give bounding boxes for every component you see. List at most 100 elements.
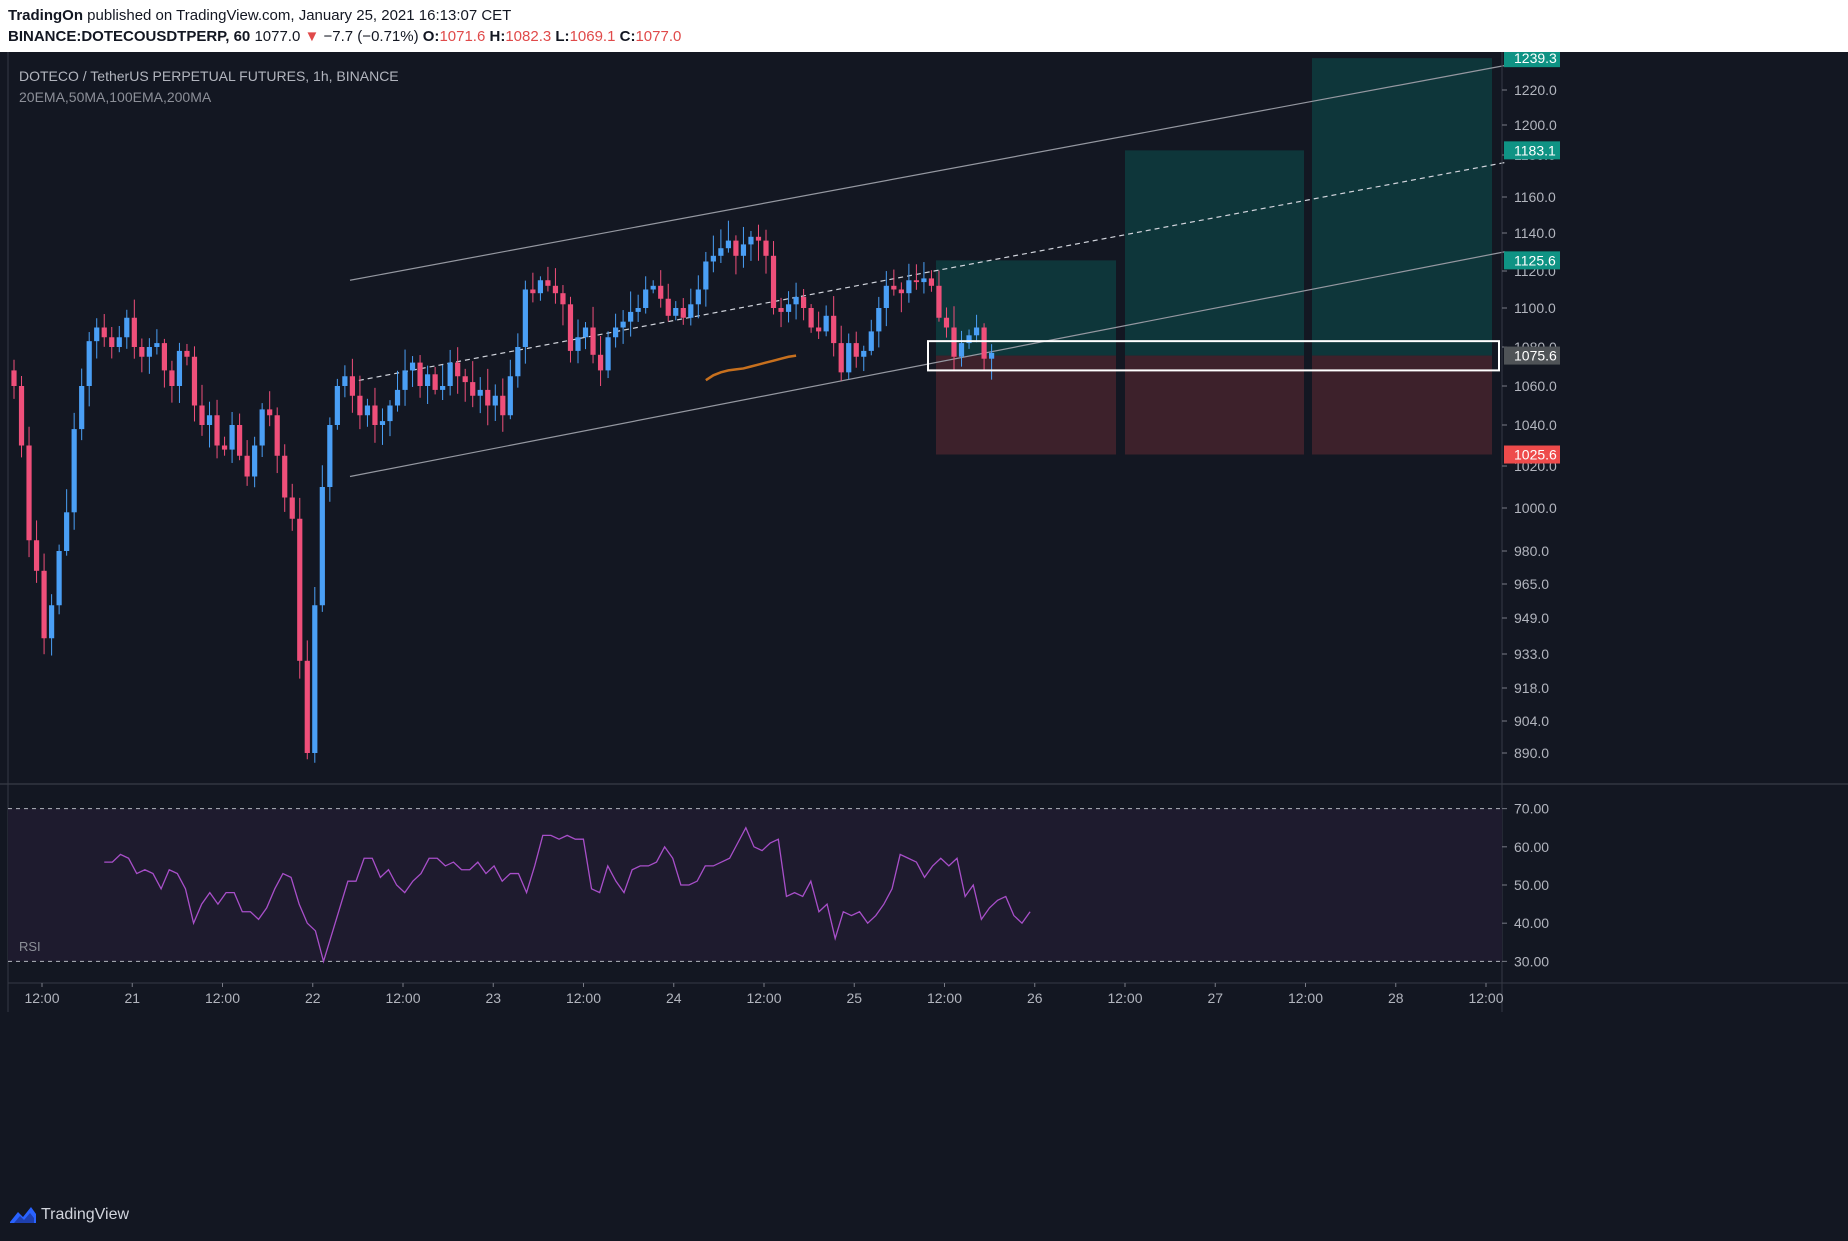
time-tick-label: 12:00 [566, 990, 601, 1006]
publisher-name[interactable]: TradingOn [8, 7, 83, 24]
candle-body [868, 331, 874, 351]
candle-body [221, 445, 228, 450]
close-value: 1077.0 [635, 28, 682, 45]
candle-body [808, 308, 814, 328]
rsi-axis[interactable]: 70.00 60.00 50.00 40.00 30.00 [1502, 801, 1549, 970]
candle-body [409, 362, 416, 371]
candle-body [357, 395, 363, 416]
candle-body [176, 350, 183, 386]
candle-body [432, 374, 438, 390]
high-label: H: [489, 28, 506, 45]
candle-body [582, 327, 589, 338]
price-tick-label: 1000.0 [1514, 500, 1557, 516]
candle-body [928, 278, 935, 286]
candle-body [575, 337, 581, 351]
indicator-legend: 20EMA,50MA,100EMA,200MA [19, 89, 212, 105]
candle-body [936, 285, 942, 318]
candle-body [695, 289, 701, 305]
candle-body [710, 255, 716, 262]
candle-body [402, 370, 408, 390]
profit-zone [936, 260, 1116, 356]
candle-body [342, 376, 348, 386]
candle-body [801, 296, 807, 308]
price-tick-label: 918.0 [1514, 680, 1549, 696]
time-axis[interactable]: 12:00 21 12:00 22 12:00 23 12:00 24 12:00 25 12:00… [24, 983, 1504, 1006]
tradingview-logo-icon[interactable] [8, 1204, 38, 1226]
candle-body [79, 386, 85, 430]
candle-body [597, 354, 604, 371]
candle-body [26, 445, 32, 541]
time-tick-label: 28 [1388, 990, 1404, 1006]
candle-body [492, 395, 498, 406]
close-label: C: [619, 28, 636, 45]
candle-body [718, 248, 724, 256]
candle-body [124, 317, 130, 338]
price-tick-label: 965.0 [1514, 576, 1549, 592]
time-tick-label: 26 [1027, 990, 1043, 1006]
candle-body [853, 343, 859, 357]
price-label-tag [1504, 251, 1560, 270]
candle-body [703, 261, 709, 290]
time-tick-label: 27 [1207, 990, 1223, 1006]
candle-body [154, 343, 160, 347]
candle-body [199, 405, 205, 425]
price-label-tag [1504, 141, 1560, 160]
candle-body [485, 389, 491, 406]
price-tick-label: 1060.0 [1514, 378, 1557, 394]
change-arrow-icon: ▼ [304, 28, 320, 45]
candle-body [319, 487, 325, 606]
chart-canvas[interactable]: 1220.01200.01180.01160.01140.01120.01100… [0, 49, 1848, 1192]
price-tick-label: 980.0 [1514, 543, 1549, 559]
stop-zone [936, 355, 1116, 455]
candle-body [425, 374, 431, 386]
channel-mid-line [349, 161, 1506, 383]
candle-body [33, 540, 40, 571]
candle-body [605, 337, 611, 371]
candle-body [56, 551, 62, 606]
candle-body [267, 409, 273, 416]
candle-body [169, 370, 175, 386]
candle-body [289, 497, 295, 519]
price-tick-label: 1040.0 [1514, 417, 1557, 433]
price-axis[interactable]: 1220.01200.01180.01160.01140.01120.01100… [1502, 82, 1557, 761]
candle-body [725, 240, 731, 249]
stop-zone [1125, 355, 1304, 455]
candle-body [989, 352, 995, 359]
candle-body [86, 341, 92, 386]
price-label-text: 1075.6 [1514, 348, 1557, 364]
candle-body [733, 240, 739, 256]
candle-body [379, 421, 386, 425]
candle-body [740, 244, 747, 256]
price-tick-label: 933.0 [1514, 646, 1549, 662]
entry-box-layer [927, 340, 1500, 372]
moving-average-layer [705, 354, 797, 382]
candle-body [139, 347, 145, 357]
candle-body [846, 343, 852, 373]
candle-body [680, 308, 686, 318]
time-tick-label: 24 [666, 990, 682, 1006]
candle-body [94, 327, 100, 342]
candle-body [560, 293, 566, 305]
candle-body [214, 415, 220, 446]
rsi-band [8, 808, 1502, 962]
rsi-legend: RSI [19, 939, 41, 954]
candle-body [898, 289, 904, 294]
candle-body [823, 315, 829, 332]
candle-body [477, 389, 483, 396]
candle-body [470, 382, 476, 396]
candle-body [838, 343, 844, 373]
tradingview-brand[interactable]: TradingView [41, 1206, 130, 1223]
chart-frame[interactable]: 1220.01200.01180.01160.01140.01120.01100… [0, 49, 1848, 1192]
candle-body [18, 386, 25, 446]
symbol-label: BINANCE:DOTECOUSDTPERP, 60 [8, 28, 251, 45]
high-value: 1082.3 [505, 28, 552, 45]
rsi-tick-label: 70.00 [1514, 801, 1549, 817]
candle-body [304, 660, 310, 753]
candle-body [778, 308, 784, 312]
candle-body [244, 455, 250, 477]
candle-body [943, 317, 950, 328]
candle-body [537, 280, 543, 294]
time-tick-label: 12:00 [205, 990, 240, 1006]
time-tick-label: 12:00 [24, 990, 59, 1006]
